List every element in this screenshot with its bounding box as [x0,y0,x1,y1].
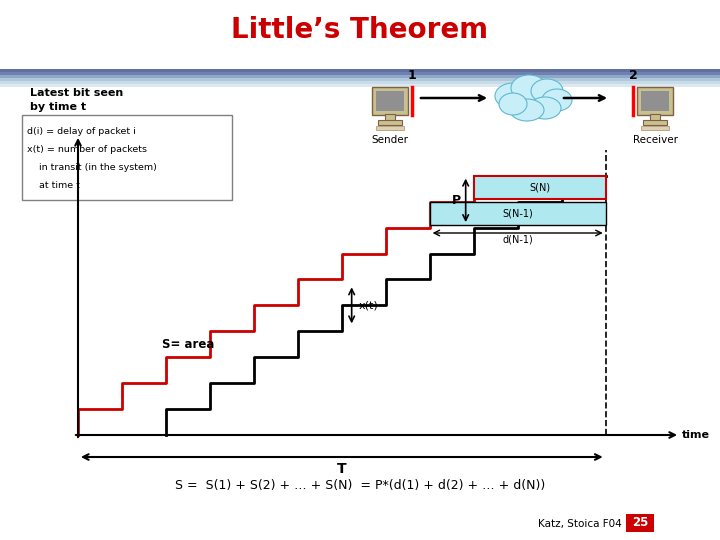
Bar [378,120,402,125]
Bar [385,114,395,121]
Bar [0,84,720,87]
Text: x(t) = number of packets: x(t) = number of packets [27,145,147,154]
Bar [637,87,673,115]
Bar [0,0,720,70]
Text: at time t: at time t [27,181,80,190]
Text: Little’s Theorem: Little’s Theorem [231,16,489,44]
Text: in transit (in the system): in transit (in the system) [27,163,157,172]
Text: Sender: Sender [372,135,408,145]
Bar [643,120,667,125]
Text: P: P [451,194,461,207]
Bar [626,514,654,532]
Text: Latest bit seen
by time t: Latest bit seen by time t [30,88,123,112]
Text: T: T [337,462,346,476]
Bar [641,91,669,111]
Text: Katz, Stoica F04: Katz, Stoica F04 [539,519,622,529]
Text: 2: 2 [629,69,637,82]
Ellipse shape [499,93,527,115]
Ellipse shape [511,75,547,101]
Bar [22,115,232,200]
Bar [376,91,404,111]
Bar [430,201,606,225]
Bar [650,114,660,121]
Ellipse shape [529,97,561,119]
Text: d(i) = delay of packet i: d(i) = delay of packet i [27,127,136,136]
Bar [372,87,408,115]
Bar [0,81,720,84]
Text: 25: 25 [632,516,648,530]
Text: S= area: S= area [162,338,214,351]
Bar [376,126,404,130]
Ellipse shape [495,83,531,109]
Text: S(N-1): S(N-1) [503,208,533,218]
Bar [0,78,720,81]
Ellipse shape [510,99,544,121]
Text: x(t): x(t) [359,300,379,310]
Text: time: time [682,430,710,440]
Ellipse shape [531,79,563,103]
Ellipse shape [542,89,572,111]
Text: Receiver: Receiver [632,135,678,145]
Bar [0,69,720,72]
Text: S(N): S(N) [529,183,550,192]
Bar [474,176,606,199]
Bar [641,126,669,130]
Text: d(N-1): d(N-1) [503,235,533,245]
Text: 1: 1 [408,69,416,82]
Text: S =  S(1) + S(2) + … + S(N)  = P*(d(1) + d(2) + … + d(N)): S = S(1) + S(2) + … + S(N) = P*(d(1) + d… [175,478,545,491]
Bar [0,75,720,78]
Bar [0,72,720,75]
